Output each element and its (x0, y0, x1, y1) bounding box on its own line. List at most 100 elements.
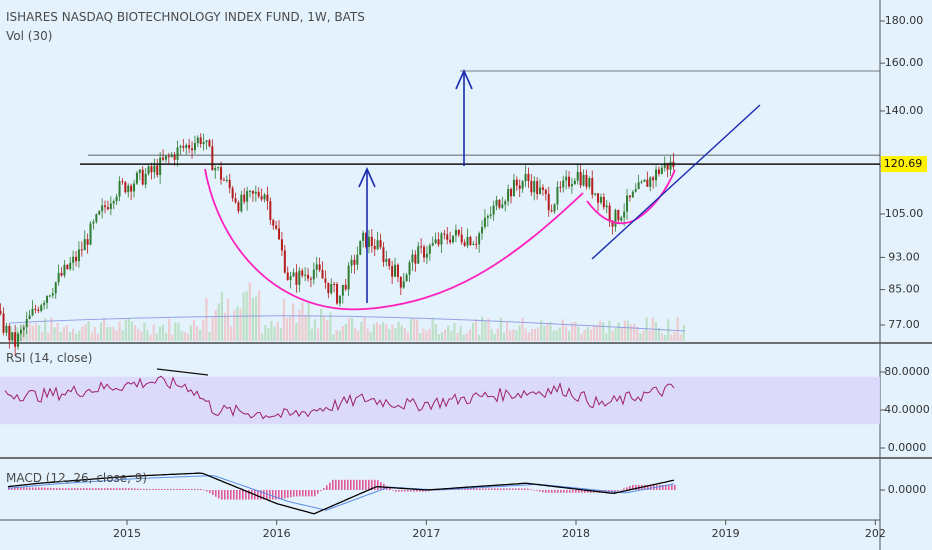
volume-bar (540, 320, 543, 341)
macd-hist-bar (332, 479, 334, 490)
volume-bar (453, 323, 456, 341)
candle-body (156, 165, 159, 175)
macd-hist-bar (356, 479, 358, 490)
volume-bar (506, 322, 509, 341)
volume-bar (41, 331, 44, 341)
rsi-tick-label: 80.0000 (884, 365, 930, 378)
candle-body (582, 174, 585, 186)
candle-body (28, 315, 31, 320)
volume-bar (273, 327, 276, 341)
volume-bar (437, 334, 440, 341)
macd-hist-bar (71, 488, 73, 490)
volume-bar (425, 330, 428, 341)
volume-bar (416, 319, 419, 341)
volume-bar (375, 322, 378, 341)
volume-bar (37, 324, 41, 341)
candle-body (57, 272, 60, 283)
macd-hist-bar (632, 484, 634, 490)
volume-bar (295, 322, 298, 341)
volume-ma-line (9, 315, 686, 332)
macd-hist-bar (341, 479, 343, 490)
volume-bar (382, 322, 385, 341)
candle-body (292, 272, 295, 277)
candle-body (573, 180, 576, 185)
volume-bar (409, 318, 413, 341)
candle-body (240, 194, 243, 212)
macd-hist-bar (293, 490, 295, 497)
candle-body (649, 177, 652, 187)
macd-hist-bar (329, 482, 331, 490)
volume-bar (118, 321, 121, 341)
volume-bar (279, 328, 282, 341)
macd-hist-bar (101, 488, 103, 490)
volume-bar (158, 326, 161, 341)
candle-body (646, 179, 649, 187)
candle-body (536, 181, 539, 194)
macd-hist-bar (191, 488, 193, 490)
candle-body (475, 243, 478, 245)
candle-body (425, 253, 428, 258)
candle-body (547, 194, 550, 211)
volume-bar (499, 317, 502, 341)
price-tick-label: 140.00 (885, 104, 924, 117)
volume-bar (25, 329, 28, 341)
volume-bar (462, 334, 465, 341)
volume-bar (397, 321, 400, 341)
macd-hist-bar (671, 484, 673, 490)
volume-bar (670, 334, 673, 341)
candle-body (518, 185, 521, 189)
time-tick-label: 2015 (113, 527, 141, 540)
volume-bar (165, 332, 168, 341)
volume-bar (471, 322, 475, 341)
volume-bar (285, 318, 289, 341)
macd-hist-bar (548, 490, 550, 493)
volume-bar (217, 303, 220, 341)
macd-hist-bar (539, 490, 541, 492)
macd-hist-bar (65, 488, 67, 490)
macd-hist-bar (194, 488, 196, 490)
candle-body (312, 269, 315, 280)
candle-body (243, 194, 246, 202)
macd-hist-bar (461, 488, 463, 490)
volume-bar (509, 330, 512, 341)
macd-hist-bar (38, 487, 40, 490)
macd-hist-bar (239, 490, 241, 500)
candle-body (359, 240, 362, 255)
volume-bar (642, 330, 645, 341)
volume-bar (10, 326, 13, 341)
macd-hist-bar (284, 490, 286, 499)
candle-body (269, 201, 272, 221)
macd-hist-bar (602, 490, 604, 493)
candle-body (283, 250, 286, 273)
volume-bar (502, 332, 506, 341)
volume-bar (673, 331, 676, 341)
macd-hist-bar (302, 490, 304, 497)
candle-body (106, 207, 109, 210)
volume-bar (537, 327, 540, 341)
rsi-line (4, 375, 675, 420)
macd-hist-bar (68, 488, 70, 490)
volume-label: Vol (30) (6, 29, 53, 43)
macd-hist-bar (425, 490, 427, 492)
trendline (591, 104, 761, 260)
volume-bar (248, 282, 251, 341)
candle-body (576, 171, 579, 181)
macd-hist-bar (587, 490, 589, 493)
candle-body (402, 281, 405, 288)
candle-body (182, 146, 185, 148)
volume-bar (90, 332, 93, 341)
candle-body (2, 313, 5, 333)
volume-bar (103, 317, 106, 341)
candle-body (40, 305, 43, 311)
volume-bar (518, 325, 521, 341)
candle-body (130, 185, 133, 192)
macd-hist-bar (479, 488, 481, 490)
candle-body (437, 239, 440, 245)
macd-hist-bar (299, 490, 301, 497)
macd-hist-bar (413, 490, 415, 492)
candle-body (626, 195, 629, 212)
candle-body (623, 211, 626, 218)
volume-bar (137, 329, 140, 341)
